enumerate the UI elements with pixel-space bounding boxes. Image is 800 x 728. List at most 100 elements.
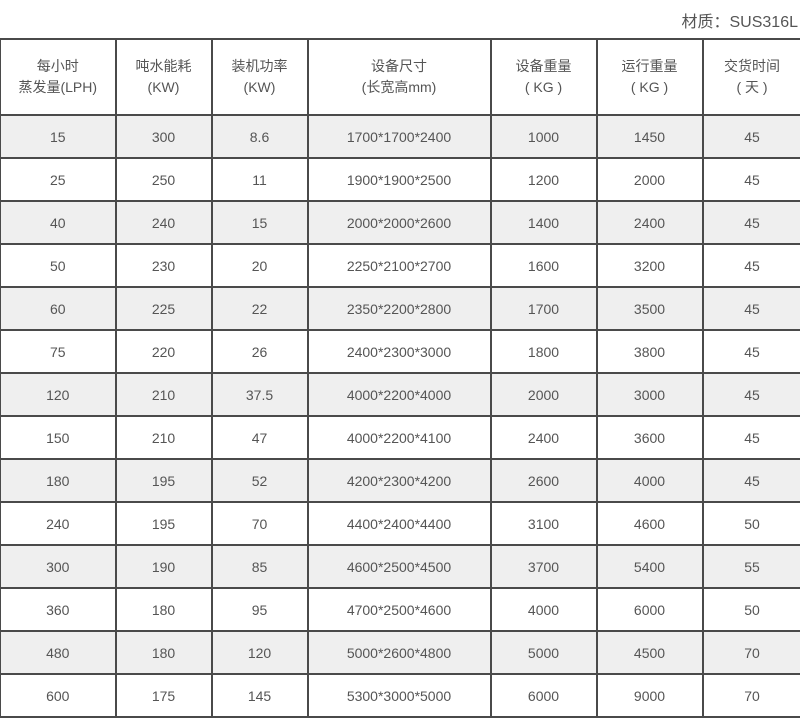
cell-evaporation-rate: 600 — [0, 673, 117, 718]
cell-energy-per-ton: 210 — [114, 372, 213, 417]
cell-delivery-time: 50 — [701, 501, 800, 546]
header-line: (长宽高mm) — [361, 79, 437, 95]
cell-dimensions: 2350*2200*2800 — [306, 286, 492, 331]
cell-dimensions: 1900*1900*2500 — [306, 157, 492, 202]
cell-dimensions: 4600*2500*4500 — [306, 544, 492, 589]
table-row: 60 225 22 2350*2200*2800 1700 3500 45 — [0, 286, 800, 331]
cell-dimensions: 5000*2600*4800 — [306, 630, 492, 675]
header-line: 运行重量 — [621, 58, 678, 74]
cell-installed-power: 52 — [210, 458, 309, 503]
cell-dimensions: 4000*2200*4100 — [306, 415, 492, 460]
cell-evaporation-rate: 60 — [0, 286, 117, 331]
cell-operating-weight: 4600 — [595, 501, 704, 546]
table-row: 300 190 85 4600*2500*4500 3700 5400 55 — [0, 544, 800, 589]
header-row: 每小时 蒸发量(LPH) 吨水能耗 (KW) 装机功率 (KW) 设备尺寸 (长宽高mm) 设备… — [0, 38, 800, 116]
cell-installed-power: 20 — [210, 243, 309, 288]
cell-evaporation-rate: 150 — [0, 415, 117, 460]
header-line: 装机功率 — [231, 58, 288, 74]
cell-installed-power: 120 — [210, 630, 309, 675]
table-row: 150 210 47 4000*2200*4100 2400 3600 45 — [0, 415, 800, 460]
cell-installed-power: 26 — [210, 329, 309, 374]
cell-equipment-weight: 2000 — [489, 372, 598, 417]
cell-delivery-time: 55 — [701, 544, 800, 589]
cell-dimensions: 4700*2500*4600 — [306, 587, 492, 632]
cell-delivery-time: 50 — [701, 587, 800, 632]
header-equipment-weight: 设备重量 ( KG ) — [489, 38, 598, 116]
header-delivery-time: 交货时间 ( 天 ) — [701, 38, 800, 116]
table-row: 75 220 26 2400*2300*3000 1800 3800 45 — [0, 329, 800, 374]
cell-delivery-time: 45 — [701, 329, 800, 374]
cell-delivery-time: 45 — [701, 200, 800, 245]
header-line: 蒸发量(LPH) — [18, 79, 98, 95]
cell-energy-per-ton: 225 — [114, 286, 213, 331]
cell-dimensions: 2400*2300*3000 — [306, 329, 492, 374]
table-row: 40 240 15 2000*2000*2600 1400 2400 45 — [0, 200, 800, 245]
cell-equipment-weight: 1400 — [489, 200, 598, 245]
material-label: 材质：SUS316L — [681, 14, 799, 31]
cell-operating-weight: 3000 — [595, 372, 704, 417]
cell-delivery-time: 70 — [701, 673, 800, 718]
cell-energy-per-ton: 210 — [114, 415, 213, 460]
cell-dimensions: 5300*3000*5000 — [306, 673, 492, 718]
cell-equipment-weight: 5000 — [489, 630, 598, 675]
cell-evaporation-rate: 300 — [0, 544, 117, 589]
cell-delivery-time: 45 — [701, 114, 800, 159]
cell-delivery-time: 45 — [701, 458, 800, 503]
cell-equipment-weight: 3100 — [489, 501, 598, 546]
cell-installed-power: 37.5 — [210, 372, 309, 417]
cell-evaporation-rate: 240 — [0, 501, 117, 546]
cell-energy-per-ton: 175 — [114, 673, 213, 718]
cell-operating-weight: 3500 — [595, 286, 704, 331]
cell-delivery-time: 70 — [701, 630, 800, 675]
cell-operating-weight: 1450 — [595, 114, 704, 159]
cell-delivery-time: 45 — [701, 415, 800, 460]
header-line: ( KG ) — [630, 79, 669, 95]
table-row: 120 210 37.5 4000*2200*4000 2000 3000 45 — [0, 372, 800, 417]
cell-installed-power: 95 — [210, 587, 309, 632]
table-row: 240 195 70 4400*2400*4400 3100 4600 50 — [0, 501, 800, 546]
cell-energy-per-ton: 300 — [114, 114, 213, 159]
header-installed-power: 装机功率 (KW) — [210, 38, 309, 116]
cell-energy-per-ton: 180 — [114, 630, 213, 675]
cell-dimensions: 4400*2400*4400 — [306, 501, 492, 546]
cell-energy-per-ton: 195 — [114, 501, 213, 546]
header-line: 设备尺寸 — [371, 58, 427, 74]
table-row: 600 175 145 5300*3000*5000 6000 9000 70 — [0, 673, 800, 718]
cell-delivery-time: 45 — [701, 372, 800, 417]
cell-evaporation-rate: 15 — [0, 114, 117, 159]
table-row: 480 180 120 5000*2600*4800 5000 4500 70 — [0, 630, 800, 675]
cell-installed-power: 70 — [210, 501, 309, 546]
cell-equipment-weight: 1000 — [489, 114, 598, 159]
table-row: 360 180 95 4700*2500*4600 4000 6000 50 — [0, 587, 800, 632]
cell-equipment-weight: 2400 — [489, 415, 598, 460]
cell-installed-power: 8.6 — [210, 114, 309, 159]
header-line: (KW) — [243, 79, 276, 95]
cell-evaporation-rate: 120 — [0, 372, 117, 417]
header-line: ( KG ) — [524, 79, 563, 95]
cell-energy-per-ton: 220 — [114, 329, 213, 374]
cell-equipment-weight: 1700 — [489, 286, 598, 331]
cell-dimensions: 1700*1700*2400 — [306, 114, 492, 159]
cell-installed-power: 15 — [210, 200, 309, 245]
cell-delivery-time: 45 — [701, 157, 800, 202]
cell-equipment-weight: 1800 — [489, 329, 598, 374]
cell-energy-per-ton: 250 — [114, 157, 213, 202]
cell-energy-per-ton: 180 — [114, 587, 213, 632]
header-evaporation-rate: 每小时 蒸发量(LPH) — [0, 38, 117, 116]
cell-evaporation-rate: 360 — [0, 587, 117, 632]
cell-installed-power: 22 — [210, 286, 309, 331]
cell-operating-weight: 2400 — [595, 200, 704, 245]
cell-operating-weight: 4000 — [595, 458, 704, 503]
cell-energy-per-ton: 240 — [114, 200, 213, 245]
header-line: 交货时间 — [724, 58, 780, 74]
cell-dimensions: 4000*2200*4000 — [306, 372, 492, 417]
header-energy-per-ton: 吨水能耗 (KW) — [114, 38, 213, 116]
cell-operating-weight: 3200 — [595, 243, 704, 288]
table-row: 50 230 20 2250*2100*2700 1600 3200 45 — [0, 243, 800, 288]
cell-energy-per-ton: 190 — [114, 544, 213, 589]
cell-dimensions: 2000*2000*2600 — [306, 200, 492, 245]
header-line: 设备重量 — [515, 58, 572, 74]
cell-equipment-weight: 6000 — [489, 673, 598, 718]
cell-delivery-time: 45 — [701, 286, 800, 331]
cell-dimensions: 2250*2100*2700 — [306, 243, 492, 288]
